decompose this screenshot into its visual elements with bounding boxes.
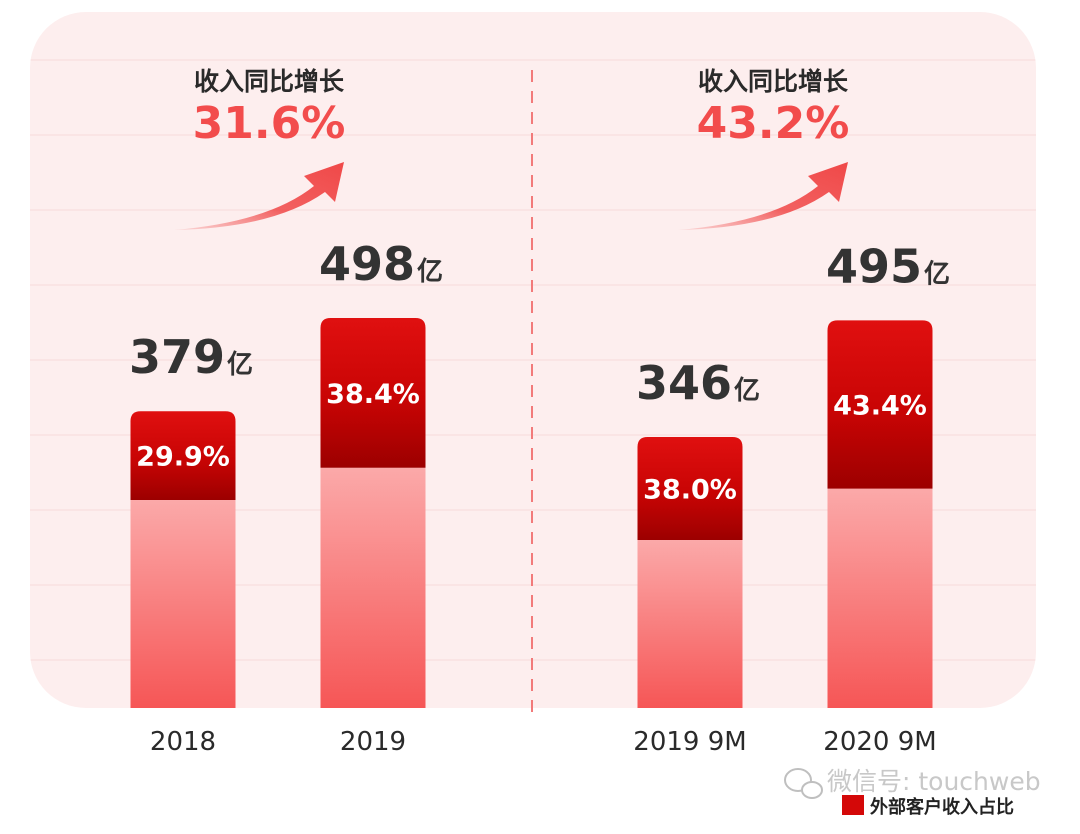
bar-external-segment [320, 318, 426, 468]
bar-internal-segment [637, 540, 743, 708]
external-share-label: 43.4% [833, 390, 927, 421]
bar-internal-segment [130, 499, 236, 708]
total-value-label: 379亿 [129, 330, 253, 384]
total-value-number: 498 [319, 237, 415, 291]
bar-external-segment [637, 437, 743, 541]
bar-internal-segment [320, 467, 426, 708]
x-tick-label: 2018 [150, 727, 216, 757]
total-value-unit: 亿 [417, 257, 443, 287]
growth-label: 收入同比增长 [698, 67, 849, 96]
bar-external-segment [130, 411, 236, 500]
total-value-unit: 亿 [227, 350, 253, 380]
watermark: 微信号: touchweb [784, 767, 1041, 799]
wechat-icon [784, 768, 812, 792]
external-share-label: 29.9% [136, 442, 230, 473]
legend-swatch [842, 795, 864, 815]
total-value-label: 498亿 [319, 237, 443, 291]
legend-label: 外部客户收入占比 [870, 796, 1014, 818]
growth-arrow-icon [678, 162, 848, 230]
external-share-label: 38.4% [326, 379, 420, 410]
x-tick-label: 2019 9M [633, 727, 746, 757]
total-value-unit: 亿 [924, 259, 950, 289]
total-value-unit: 亿 [734, 376, 760, 406]
growth-value: 31.6% [193, 98, 346, 149]
external-share-label: 38.0% [643, 475, 737, 506]
x-tick-label: 2019 [340, 727, 406, 757]
growth-label: 收入同比增长 [194, 67, 345, 96]
bar-internal-segment [827, 488, 933, 708]
total-value-label: 495亿 [826, 239, 950, 293]
growth-value: 43.2% [697, 98, 850, 149]
total-value-label: 346亿 [636, 356, 760, 410]
total-value-number: 346 [636, 356, 732, 410]
total-value-number: 379 [129, 330, 225, 384]
watermark-text: 微信号: touchweb [827, 767, 1041, 796]
x-tick-label: 2020 9M [823, 727, 936, 757]
bar-external-segment [827, 320, 933, 489]
total-value-number: 495 [826, 239, 922, 293]
growth-arrow-icon [174, 162, 344, 230]
wechat-icon-bubble [801, 781, 823, 799]
